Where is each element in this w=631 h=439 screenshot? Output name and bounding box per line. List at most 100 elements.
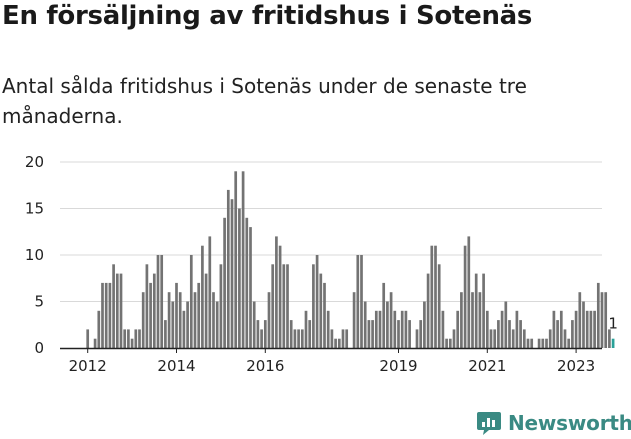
bar [445,338,448,348]
bar [297,329,300,348]
bar [374,310,378,348]
bar [596,282,600,348]
bar [367,320,371,348]
bar [563,329,567,348]
bar [515,310,519,348]
bar [537,338,541,348]
bar [330,329,334,348]
data-labels: 1 [608,315,618,333]
bar [123,329,127,348]
bar [582,301,585,348]
bar [356,255,360,348]
bar [319,273,323,348]
chart-title: En försäljning av fritidshus i Sotenäs [2,1,533,31]
x-tick-label: 2016 [246,357,284,375]
bar [189,255,193,348]
bar [160,255,164,348]
bar [593,310,596,348]
bar [119,273,123,348]
bar [300,329,304,348]
bar [226,189,230,348]
bar [315,255,319,348]
bar [230,199,234,348]
bar [541,338,545,348]
bar [497,320,500,348]
bar [400,310,404,348]
y-tick-label: 5 [34,293,44,311]
bar [193,292,197,348]
bar [493,329,497,348]
bar [608,329,611,348]
bar [275,236,278,348]
bar [419,320,423,348]
bar [256,320,260,348]
bar [559,310,563,348]
bar [145,264,149,348]
bar [308,320,312,348]
y-axis-ticks: 0 5 10 15 20 [25,153,44,357]
bar [448,338,452,348]
bar [382,282,386,348]
bar [234,171,238,348]
bar [430,245,434,348]
bar [204,273,208,348]
bar [197,282,201,348]
x-axis-ticks: 2012201420162019202120232025 [69,348,595,375]
bar [504,301,508,348]
bar [175,282,178,348]
bar [238,208,241,348]
newsworthy-logo[interactable]: Newsworthy [476,407,631,439]
bar [386,301,389,348]
bar [463,245,467,348]
gridlines [60,161,602,302]
bar [260,329,263,348]
bar [437,264,441,348]
bar [156,255,160,348]
bar [526,338,530,348]
bar [127,329,130,348]
bar [249,227,252,348]
y-tick-label: 20 [25,153,44,171]
bar [223,217,226,348]
bar [393,310,397,348]
bar [97,310,101,348]
bar [482,273,485,348]
bar [252,301,256,348]
bar [489,329,493,348]
bar [104,282,108,348]
x-tick-label: 2012 [69,357,107,375]
bar [201,245,204,348]
bar [345,329,349,348]
x-tick-label: 2014 [157,357,195,375]
bar [589,310,593,348]
bar [108,282,112,348]
bar [519,320,522,348]
bar [552,310,556,348]
x-tick-label: 2023 [557,357,595,375]
bar [93,338,97,348]
bar [500,310,504,348]
bar [474,273,478,348]
bar [371,320,374,348]
bar [548,329,552,348]
bar [408,320,411,348]
bar [215,301,219,348]
bar [426,273,430,348]
bar [241,171,245,348]
bar [604,292,608,348]
bar [115,273,119,348]
bar [415,329,419,348]
bar [267,292,271,348]
bar [460,292,463,348]
bar [485,310,489,348]
bar [286,264,289,348]
bar [312,264,315,348]
bar [600,292,604,348]
newsworthy-icon [477,412,501,435]
bar [467,236,471,348]
bar [334,338,337,348]
bar [471,292,474,348]
bar [208,236,212,348]
bar [567,338,571,348]
bar [423,301,426,348]
